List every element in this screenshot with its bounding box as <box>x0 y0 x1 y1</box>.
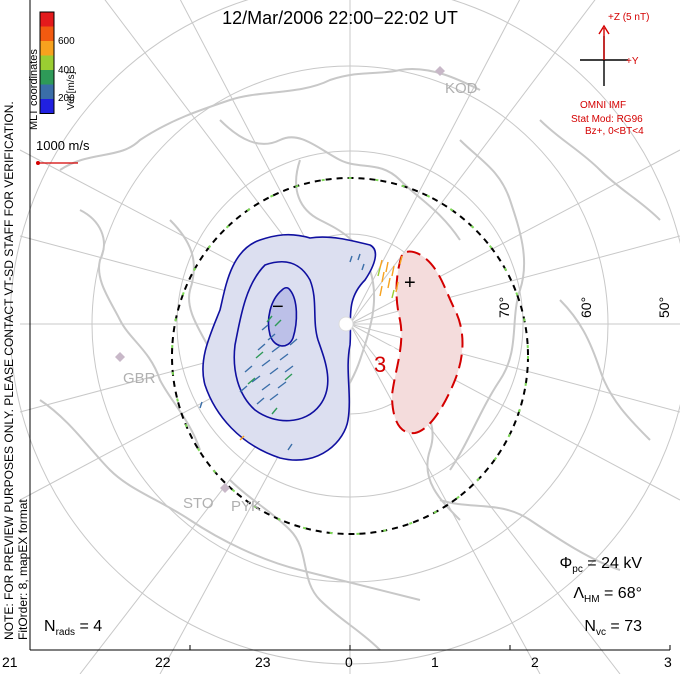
negative-cell-fill <box>202 234 376 461</box>
colorbar-tick-200: 200 <box>58 93 75 104</box>
lat-label-60: 60° <box>578 296 594 318</box>
mlt-label-21: 21 <box>2 654 18 670</box>
fit-order-note: FitOrder: 8, mapEX format <box>16 499 30 640</box>
colorbar-tick-400: 400 <box>58 65 75 76</box>
stat-n-vc: Nvc = 73 <box>584 618 642 639</box>
colorbar-frame <box>39 11 55 114</box>
max-potential-marker: + <box>404 272 416 294</box>
map-title: 12/Mar/2006 22:00−22:02 UT <box>222 8 458 28</box>
station-gbr: GBR <box>123 370 156 387</box>
mlt-label-2: 2 <box>531 654 539 670</box>
station-markers <box>115 66 445 493</box>
positive-contour <box>390 250 464 435</box>
colorbar-swatch <box>40 99 54 114</box>
stat-n-rads: Nrads = 4 <box>44 618 103 639</box>
imf-condition: Bz+, 0<BT<4 <box>585 126 644 137</box>
mlt-label-3: 3 <box>664 654 672 670</box>
coordinate-label: MLT coordinates <box>28 49 40 130</box>
colorbar-swatch <box>40 41 54 56</box>
imf-source: OMNI IMF <box>580 100 627 111</box>
preview-note: NOTE: FOR PREVIEW PURPOSES ONLY. PLEASE … <box>2 101 16 640</box>
positive-cell-fill <box>392 251 463 434</box>
velocity-vectors <box>199 253 403 451</box>
mlt-label-22: 22 <box>155 654 171 670</box>
imf-z-label: +Z (5 nT) <box>608 12 650 23</box>
imf-y-label: +Y <box>626 56 639 67</box>
imf-model: Stat Mod: RG96 <box>571 114 643 125</box>
coastlines <box>39 68 661 651</box>
ref-vector-label: 1000 m/s <box>36 138 90 153</box>
stat-lambda-hm: ΛHM = 68° <box>573 585 642 606</box>
min-potential-marker: − <box>272 296 284 318</box>
colorbar-swatch <box>40 84 54 99</box>
lat-label-50: 50° <box>656 296 672 318</box>
mlt-label-1: 1 <box>431 654 439 670</box>
colorbar-swatch <box>40 26 54 41</box>
mlt-label-0: 0 <box>345 654 353 670</box>
hm-boundary-dash <box>171 177 529 535</box>
station-kod: KOD <box>445 80 478 97</box>
colorbar-tick-600: 600 <box>58 36 75 47</box>
imf-clock <box>580 24 628 86</box>
colorbar-label: Vel [m/s] <box>66 71 77 110</box>
contour-label: 3 <box>374 352 387 377</box>
colorbar <box>39 11 55 114</box>
station-pyk: PYK <box>231 498 262 515</box>
colorbar-swatch <box>40 12 54 27</box>
lat-label-70: 70° <box>496 296 512 318</box>
mlt-label-23: 23 <box>255 654 271 670</box>
negative-contours <box>202 233 377 461</box>
colorbar-swatch <box>40 70 54 85</box>
station-sto: STO <box>183 495 214 512</box>
colorbar-swatch <box>40 55 54 70</box>
stat-phi-pc: Φpc = 24 kV <box>559 555 642 576</box>
